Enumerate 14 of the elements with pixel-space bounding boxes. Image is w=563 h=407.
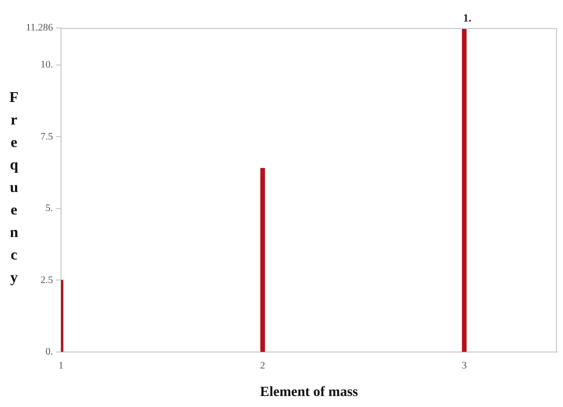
y-tick-label: 10. [40,60,53,71]
y-tick-label: 0. [46,346,53,358]
bar [260,168,265,352]
bar [462,28,467,352]
y-tick-label: 11.286 [26,22,53,34]
y-tick-label: 2.5 [40,274,53,286]
x-tick-label: 1 [58,360,64,372]
y-tick-label: 5. [46,203,53,214]
x-tick-label: 2 [260,360,266,372]
x-tick-label: 3 [462,360,467,372]
text: Frequency [9,90,19,286]
annotation: 1. [463,12,472,24]
y-tick-label: 7.5 [40,131,53,142]
x-axis-title: Element of mass [260,385,359,400]
